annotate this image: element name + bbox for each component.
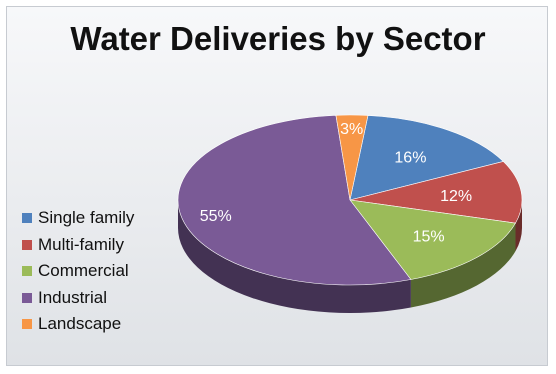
legend-item-landscape: Landscape — [22, 311, 134, 338]
legend-item-commercial: Commercial — [22, 258, 134, 285]
legend-label: Single family — [38, 208, 135, 228]
legend-swatch — [22, 319, 32, 330]
data-label-single-family: 16% — [394, 150, 426, 167]
legend-item-multi-family: Multi-family — [22, 232, 134, 259]
data-label-landscape: 3% — [340, 121, 363, 138]
chart-title: Water Deliveries by Sector — [70, 20, 486, 57]
legend-label: Landscape — [38, 314, 122, 334]
pie-slice-commercial — [349, 199, 516, 280]
data-label-commercial: 15% — [413, 229, 445, 246]
pie-side-industrial — [178, 200, 411, 313]
pie-slice-landscape — [335, 114, 369, 201]
legend: Single family Multi-family Commercial Indus… — [22, 205, 134, 338]
data-label-multi-family: 12% — [440, 188, 472, 205]
legend-label: Commercial — [38, 261, 129, 281]
pie-slice-single-family — [349, 115, 504, 201]
data-label-industrial: 55% — [200, 208, 232, 225]
pie-slice-industrial — [177, 114, 412, 286]
legend-label: Multi-family — [38, 234, 124, 254]
legend-swatch — [22, 239, 32, 250]
pie-side-commercial — [410, 223, 516, 308]
legend-item-industrial: Industrial — [22, 285, 134, 312]
legend-swatch — [22, 266, 32, 277]
legend-swatch — [22, 292, 32, 303]
legend-label: Industrial — [38, 287, 107, 307]
legend-item-single-family: Single family — [22, 205, 134, 232]
pie-slice-multi-family — [349, 161, 523, 224]
legend-swatch — [22, 213, 32, 224]
